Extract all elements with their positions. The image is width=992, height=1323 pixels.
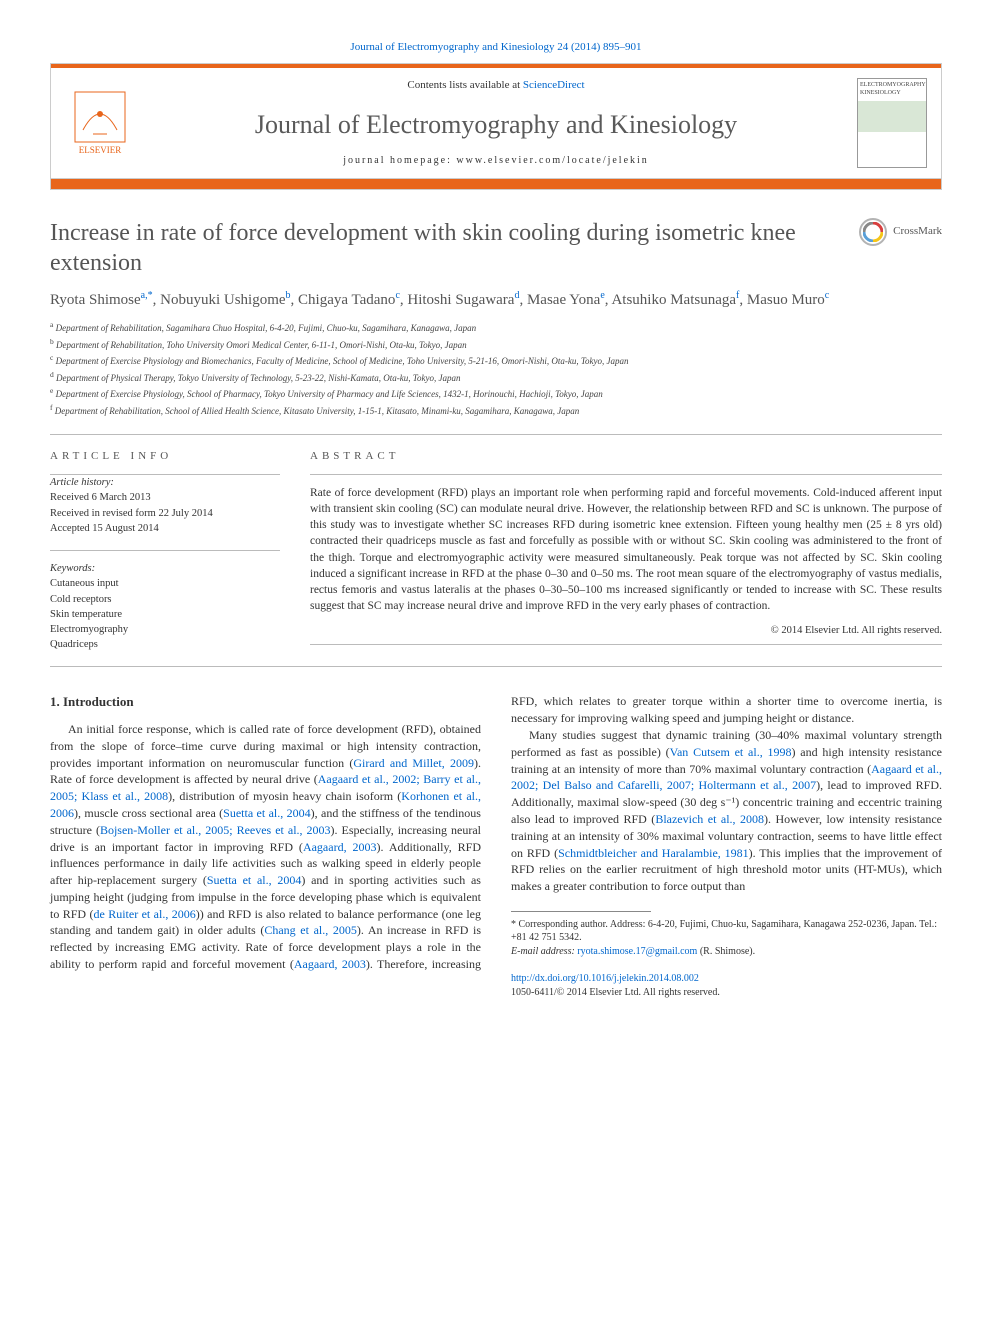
affil-key: d: [50, 370, 54, 379]
cite-link[interactable]: Girard and Millet, 2009: [353, 756, 474, 770]
top-citation: Journal of Electromyography and Kinesiol…: [50, 40, 942, 55]
abstract-text: Rate of force development (RFD) plays an…: [310, 485, 942, 614]
keyword: Cold receptors: [50, 594, 112, 605]
journal-homepage: journal homepage: www.elsevier.com/locat…: [135, 154, 857, 168]
contents-prefix: Contents lists available at: [407, 79, 522, 91]
article-info-heading: ARTICLE INFO: [50, 449, 280, 464]
contents-line: Contents lists available at ScienceDirec…: [135, 78, 857, 93]
cite-link[interactable]: Aagaard, 2003: [303, 840, 377, 854]
text-run: ), distribution of myosin heavy chain is…: [168, 789, 401, 803]
author: Atsuhiko Matsunaga: [611, 292, 736, 308]
history-line: Accepted 15 August 2014: [50, 523, 159, 534]
affil-text: Department of Exercise Physiology and Bi…: [56, 356, 629, 366]
affil-text: Department of Rehabilitation, Toho Unive…: [56, 340, 467, 350]
affil-key: a: [50, 320, 53, 329]
cite-link[interactable]: Suetta et al., 2004: [223, 806, 310, 820]
author-affil-sup: d: [514, 290, 519, 301]
publisher-name: ELSEVIER: [79, 144, 122, 156]
email-label: E-mail address:: [511, 946, 577, 957]
affiliations-list: a Department of Rehabilitation, Sagamiha…: [50, 319, 942, 418]
author: Nobuyuki Ushigome: [160, 292, 285, 308]
elsevier-logo: ELSEVIER: [65, 88, 135, 158]
history-label: Article history:: [50, 477, 114, 488]
journal-cover-thumb: ELECTROMYOGRAPHY KINESIOLOGY: [857, 78, 927, 168]
author-affil-sup: c: [395, 290, 399, 301]
keyword: Electromyography: [50, 624, 128, 635]
author: Chigaya Tadano: [298, 292, 395, 308]
journal-title: Journal of Electromyography and Kinesiol…: [135, 107, 857, 142]
affil-text: Department of Exercise Physiology, Schoo…: [56, 389, 603, 399]
affil-key: b: [50, 337, 54, 346]
abstract-copyright: © 2014 Elsevier Ltd. All rights reserved…: [310, 624, 942, 638]
affil-key: e: [50, 386, 53, 395]
sciencedirect-link[interactable]: ScienceDirect: [523, 79, 585, 91]
crossmark-label: CrossMark: [893, 224, 942, 239]
history-line: Received 6 March 2013: [50, 492, 151, 503]
affil-text: Department of Physical Therapy, Tokyo Un…: [56, 373, 460, 383]
affil-text: Department of Rehabilitation, School of …: [55, 406, 580, 416]
cite-link[interactable]: Chang et al., 2005: [264, 923, 357, 937]
cite-link[interactable]: Schmidtbleicher and Haralambie, 1981: [558, 846, 749, 860]
homepage-prefix: journal homepage:: [343, 155, 456, 166]
journal-banner: ELSEVIER Contents lists available at Sci…: [50, 63, 942, 190]
corresponding-email[interactable]: ryota.shimose.17@gmail.com: [577, 946, 697, 957]
author: Hitoshi Sugawara: [407, 292, 514, 308]
cite-link[interactable]: Blazevich et al., 2008: [655, 812, 764, 826]
author: Masae Yona: [527, 292, 600, 308]
crossmark-badge[interactable]: CrossMark: [859, 218, 942, 246]
cite-link[interactable]: Suetta et al., 2004: [207, 873, 301, 887]
article-history: Article history: Received 6 March 2013 Re…: [50, 475, 280, 536]
abstract-heading: ABSTRACT: [310, 449, 942, 464]
text-run: ), muscle cross sectional area (: [74, 806, 223, 820]
cite-link[interactable]: de Ruiter et al., 2006: [93, 907, 195, 921]
authors-list: Ryota Shimosea,*, Nobuyuki Ushigomeb, Ch…: [50, 288, 942, 312]
author-affil-sup: c: [825, 290, 829, 301]
keywords-block: Keywords: Cutaneous input Cold receptors S…: [50, 561, 280, 652]
email-footnote: E-mail address: ryota.shimose.17@gmail.c…: [511, 945, 942, 959]
email-suffix: (R. Shimose).: [697, 946, 755, 957]
intro-para-2: Many studies suggest that dynamic traini…: [511, 727, 942, 895]
doi-link[interactable]: http://dx.doi.org/10.1016/j.jelekin.2014…: [511, 973, 699, 984]
cite-link[interactable]: Van Cutsem et al., 1998: [670, 745, 792, 759]
homepage-url[interactable]: www.elsevier.com/locate/jelekin: [456, 155, 648, 166]
text-run: )): [196, 907, 207, 921]
crossmark-icon: [859, 218, 887, 246]
author-affil-sup: e: [600, 290, 604, 301]
cover-text: ELECTROMYOGRAPHY KINESIOLOGY: [860, 82, 925, 96]
keyword: Quadriceps: [50, 639, 98, 650]
affil-text: Department of Rehabilitation, Sagamihara…: [56, 323, 477, 333]
author-affil-sup: f: [736, 290, 739, 301]
keyword: Skin temperature: [50, 609, 122, 620]
history-line: Received in revised form 22 July 2014: [50, 508, 213, 519]
author: Ryota Shimose: [50, 292, 141, 308]
corresponding-footnote: * Corresponding author. Address: 6-4-20,…: [511, 918, 942, 945]
affil-key: c: [50, 353, 53, 362]
cite-link[interactable]: Bojsen-Moller et al., 2005; Reeves et al…: [100, 823, 331, 837]
cite-link[interactable]: Aagaard, 2003: [294, 957, 366, 971]
author-affil-sup: b: [286, 290, 291, 301]
top-citation-link[interactable]: Journal of Electromyography and Kinesiol…: [350, 41, 641, 53]
issn-copyright: 1050-6411/© 2014 Elsevier Ltd. All right…: [511, 987, 720, 998]
keyword: Cutaneous input: [50, 578, 119, 589]
author: Masuo Muro: [747, 292, 825, 308]
affil-key: f: [50, 403, 53, 412]
keywords-label: Keywords:: [50, 563, 95, 574]
section-1-heading: 1. Introduction: [50, 693, 481, 711]
article-title: Increase in rate of force development wi…: [50, 218, 843, 278]
author-affil-sup: a,*: [141, 290, 153, 301]
